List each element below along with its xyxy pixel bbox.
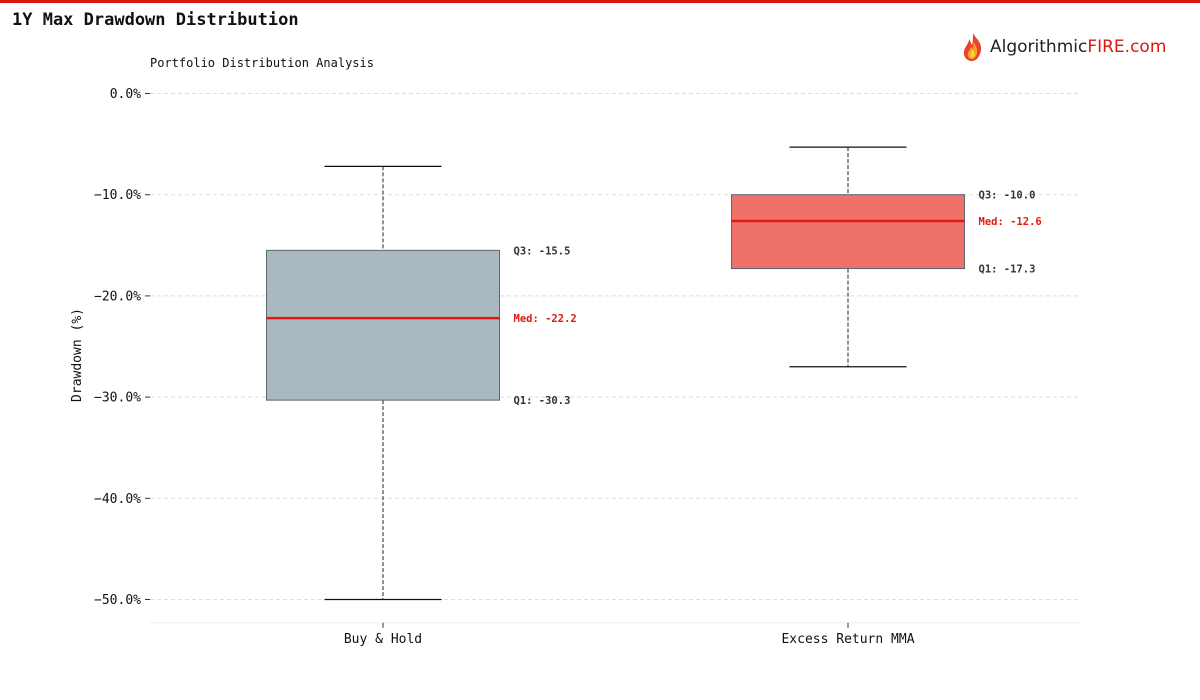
top-accent-bar [0,0,1200,3]
median-label: Med: -22.2 [514,313,577,325]
logo-text-accent: FIRE.com [1087,37,1167,57]
logo-text: AlgorithmicFIRE.com [990,37,1166,57]
y-tick-label: −50.0% [94,593,141,608]
chart-subtitle: Portfolio Distribution Analysis [150,56,374,70]
median-label: Med: -12.6 [979,216,1042,228]
y-tick-label: −30.0% [94,391,141,406]
iqr-box [731,194,965,270]
x-tick-label: Excess Return MMA [781,632,914,647]
y-tick-label: −10.0% [94,188,141,203]
q1-label: Q1: -17.3 [979,264,1036,276]
y-tick-label: 0.0% [110,87,141,102]
y-axis-label: Drawdown (%) [70,308,85,402]
q3-label: Q3: -15.5 [514,245,571,257]
page-title: 1Y Max Drawdown Distribution [12,10,299,30]
y-tick-label: −40.0% [94,492,141,507]
iqr-box [266,249,500,401]
logo-text-main: Algorithmic [990,37,1088,57]
q3-label: Q3: -10.0 [979,190,1036,202]
brand-logo: AlgorithmicFIRE.com [960,30,1190,64]
q1-label: Q1: -30.3 [514,395,571,407]
x-tick-label: Buy & Hold [344,632,422,647]
flame-icon [963,33,982,61]
y-tick-label: −20.0% [94,289,141,304]
